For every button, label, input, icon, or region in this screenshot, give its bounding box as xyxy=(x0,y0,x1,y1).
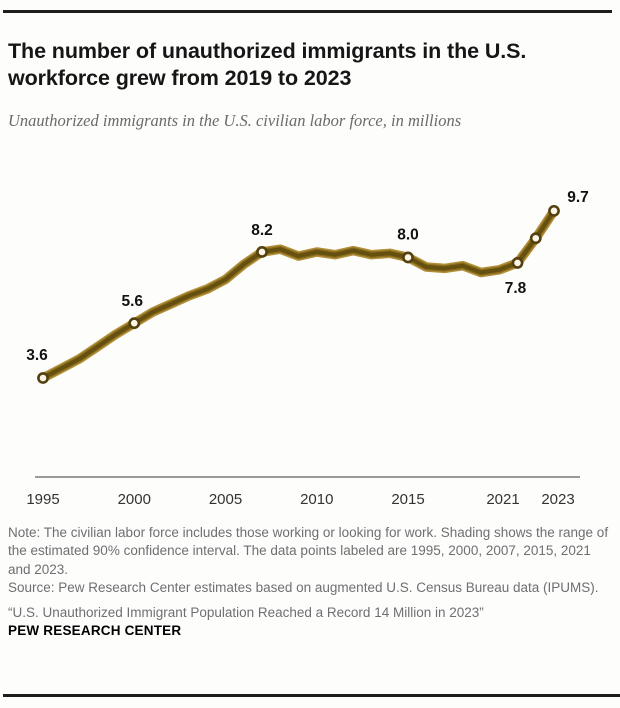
data-point-label-2021: 7.8 xyxy=(505,280,527,297)
x-axis-tick-label-2005: 2005 xyxy=(209,491,242,508)
trend-chart: 3.6 5.6 8.2 8.0 7.8 9.7 1995 2000 2005 2010 2015 2… xyxy=(26,189,589,508)
x-axis-tick-label-2021: 2021 xyxy=(486,491,519,508)
data-point-marker-2015 xyxy=(402,251,414,264)
data-point-label-2015: 8.0 xyxy=(397,226,419,243)
report-title-text: “U.S. Unauthorized Immigrant Population … xyxy=(8,604,484,620)
x-axis-tick-label-2000: 2000 xyxy=(118,491,151,508)
x-axis-tick-labels: 1995 2000 2005 2010 2015 2021 2023 xyxy=(26,491,574,508)
x-axis-tick-label-2023: 2023 xyxy=(541,491,574,508)
chart-footer: Note: The civilian labor force includes … xyxy=(8,524,612,641)
data-point-marker-2007 xyxy=(256,246,268,258)
bottom-divider xyxy=(3,694,620,697)
trend-line-mid xyxy=(39,207,558,382)
data-point-markers xyxy=(37,204,560,384)
data-point-marker-2021 xyxy=(511,257,524,269)
data-point-marker-1995 xyxy=(37,372,49,384)
data-point-label-2023: 9.7 xyxy=(567,189,589,206)
data-point-labels: 3.6 5.6 8.2 8.0 7.8 9.7 xyxy=(26,189,589,364)
data-point-marker-2022 xyxy=(529,232,542,245)
trend-line xyxy=(41,208,556,380)
data-point-label-2000: 5.6 xyxy=(121,293,143,310)
confidence-band xyxy=(38,206,559,383)
page-title: The number of unauthorized immigrants in… xyxy=(8,39,527,91)
x-axis-tick-label-2015: 2015 xyxy=(391,491,424,508)
source-text: Source: Pew Research Center estimates ba… xyxy=(8,580,599,596)
trend-line-group xyxy=(38,206,559,383)
top-divider xyxy=(3,10,612,13)
data-point-marker-2023 xyxy=(548,204,560,217)
chart-subtitle: Unauthorized immigrants in the U.S. civi… xyxy=(8,110,462,130)
data-point-label-1995: 3.6 xyxy=(26,347,48,364)
data-point-marker-2000 xyxy=(128,317,141,330)
note-text: Note: The civilian labor force includes … xyxy=(8,525,609,577)
pew-research-center-wordmark: PEW RESEARCH CENTER xyxy=(8,623,182,639)
x-axis-tick-label-2010: 2010 xyxy=(300,491,333,508)
x-axis-tick-label-1995: 1995 xyxy=(26,491,59,508)
data-point-label-2007: 8.2 xyxy=(251,222,273,239)
